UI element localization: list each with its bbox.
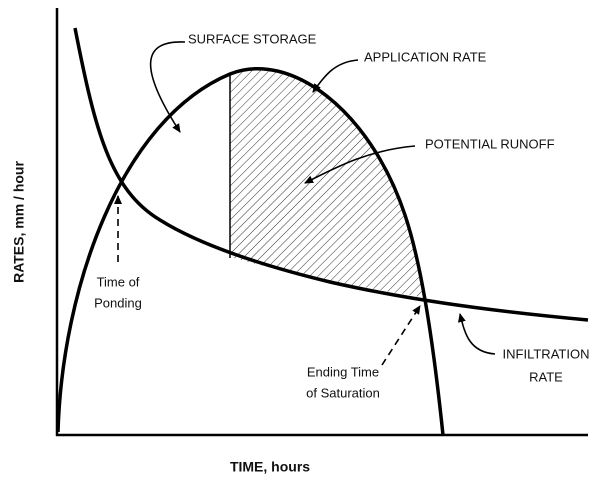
label: Time of	[97, 274, 140, 289]
label: RATE	[529, 369, 563, 384]
potential-runoff-area	[230, 68, 443, 320]
label: Ending Time	[307, 364, 379, 379]
label: Ponding	[94, 295, 142, 310]
label: POTENTIAL RUNOFF	[425, 136, 555, 151]
label: APPLICATION RATE	[364, 49, 487, 64]
arrow	[312, 59, 359, 93]
arrow	[304, 145, 416, 184]
arrow	[457, 313, 496, 355]
label: of Saturation	[306, 385, 380, 400]
label: SURFACE STORAGE	[188, 31, 317, 46]
label: INFILTRATION	[503, 346, 590, 361]
arrow	[149, 41, 186, 133]
x-label: TIME, hours	[230, 459, 310, 475]
y-label: RATES, mm / hour	[11, 161, 27, 283]
infiltration-curve	[73, 27, 589, 322]
arrow	[381, 305, 421, 366]
application-curve	[56, 67, 445, 436]
